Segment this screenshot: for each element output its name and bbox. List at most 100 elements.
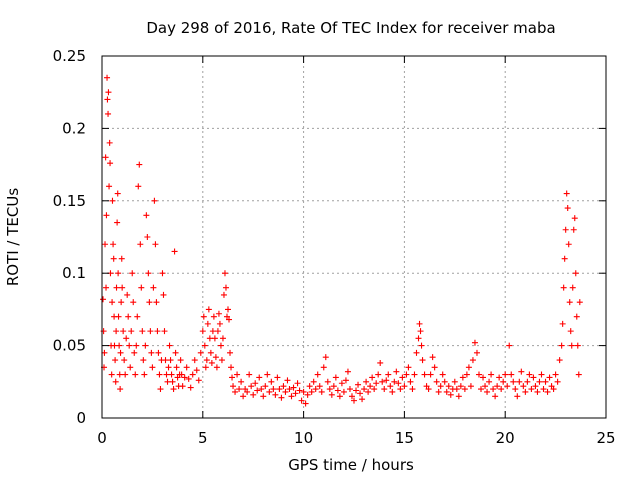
data-point — [115, 313, 122, 320]
data-point — [266, 388, 273, 395]
data-point — [455, 393, 462, 400]
data-point — [144, 234, 151, 240]
data-point — [385, 371, 392, 378]
data-point — [137, 241, 144, 248]
data-point — [236, 386, 243, 393]
data-point — [488, 371, 495, 378]
data-point — [473, 349, 480, 356]
data-point — [377, 359, 384, 366]
data-point — [214, 328, 221, 335]
data-point — [219, 335, 226, 342]
data-point — [145, 270, 152, 277]
data-point — [109, 197, 116, 204]
data-point — [403, 371, 410, 378]
data-point — [318, 388, 325, 395]
data-point — [113, 328, 120, 335]
data-point — [544, 388, 551, 395]
plot-frame — [101, 55, 607, 419]
data-point — [139, 328, 146, 335]
data-point — [461, 386, 468, 393]
data-point — [110, 255, 117, 262]
data-point — [151, 197, 158, 204]
data-point — [204, 320, 211, 327]
data-point — [496, 374, 503, 381]
chart-title: Day 298 of 2016, Rate Of TEC Index for r… — [146, 19, 555, 37]
data-point — [140, 357, 147, 364]
data-point — [561, 255, 568, 262]
data-point — [340, 388, 347, 395]
data-point — [338, 380, 345, 387]
data-point — [282, 388, 289, 395]
data-point — [104, 74, 111, 81]
data-point — [365, 388, 372, 395]
data-point — [203, 357, 210, 364]
data-point — [566, 299, 573, 306]
data-point — [114, 190, 121, 197]
data-point — [220, 291, 227, 298]
data-point — [500, 378, 507, 385]
data-point — [494, 383, 501, 390]
data-point — [227, 349, 234, 356]
data-point — [453, 386, 460, 393]
data-point — [298, 397, 305, 404]
data-point — [300, 388, 307, 395]
data-point — [570, 226, 577, 233]
data-point — [128, 328, 135, 335]
data-point — [232, 388, 239, 395]
data-point — [276, 386, 283, 393]
data-point — [415, 335, 422, 342]
data-point — [439, 371, 446, 378]
data-point — [195, 377, 202, 384]
data-point — [153, 299, 160, 306]
data-point — [270, 386, 277, 393]
data-point — [363, 378, 370, 385]
data-point — [383, 377, 390, 384]
data-point — [567, 328, 574, 335]
data-point — [492, 393, 499, 400]
data-point — [185, 375, 192, 382]
data-point — [324, 378, 331, 385]
data-point — [433, 378, 440, 385]
data-point — [166, 342, 173, 349]
data-point — [177, 357, 184, 364]
data-point — [143, 212, 150, 219]
data-point — [401, 383, 408, 390]
data-point — [217, 342, 224, 349]
data-point — [334, 387, 341, 394]
x-tick-label: 10 — [294, 429, 313, 447]
data-point — [397, 386, 404, 393]
data-point — [238, 378, 245, 385]
data-point — [286, 386, 293, 393]
data-point — [106, 183, 113, 190]
data-point — [418, 342, 425, 349]
data-point — [191, 357, 198, 364]
data-point — [445, 383, 452, 390]
data-point — [108, 371, 115, 378]
data-point — [512, 386, 519, 393]
data-point — [486, 378, 493, 385]
data-point — [215, 310, 222, 317]
data-point — [167, 357, 174, 364]
data-point — [387, 383, 394, 390]
data-point — [102, 154, 109, 161]
data-point — [157, 386, 164, 393]
data-point — [280, 383, 287, 390]
x-tick-label: 0 — [97, 429, 107, 447]
data-point — [526, 371, 533, 378]
data-point — [431, 364, 438, 371]
y-tick-label: 0.15 — [53, 192, 86, 210]
data-point — [168, 371, 175, 378]
data-point — [132, 371, 139, 378]
data-point — [131, 349, 138, 356]
data-point — [222, 284, 229, 291]
data-point — [110, 241, 117, 248]
data-point — [451, 378, 458, 385]
data-point — [172, 349, 179, 356]
data-point — [226, 316, 233, 323]
data-point — [482, 383, 489, 390]
x-tick-label: 15 — [395, 429, 414, 447]
data-point — [475, 371, 482, 378]
data-point — [389, 388, 396, 395]
y-tick-label: 0.1 — [62, 264, 86, 282]
data-point — [248, 383, 255, 390]
